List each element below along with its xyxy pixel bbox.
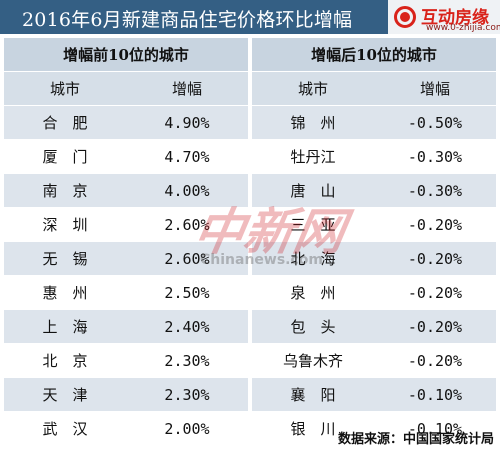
left-value-cell: 4.70% — [126, 139, 248, 174]
table-row: 武 汉 2.00% 银 川 -0.10% — [4, 411, 496, 446]
left-city-cell: 上 海 — [4, 309, 126, 344]
right-value-cell: -0.50% — [374, 105, 496, 140]
left-city-cell: 南 京 — [4, 173, 126, 208]
table-row: 天 津 2.30% 襄 阳 -0.10% — [4, 377, 496, 412]
left-city-cell: 深 圳 — [4, 207, 126, 242]
logo-url: www.0-zhijia.com — [426, 23, 500, 33]
right-section-heading: 增幅后10位的城市 — [252, 38, 496, 72]
logo-name: 互动房缘 — [421, 8, 489, 28]
right-value-cell: -0.20% — [374, 241, 496, 276]
right-col-city: 城市 — [252, 71, 374, 106]
right-city-cell: 乌鲁木齐 — [252, 343, 374, 378]
right-city-cell: 三 亚 — [252, 207, 374, 242]
data-source: 数据来源：中国国家统计局 — [337, 432, 494, 447]
left-value-cell: 4.90% — [126, 105, 248, 140]
table-row: 惠 州 2.50% 泉 州 -0.20% — [4, 275, 496, 310]
left-section-heading: 增幅前10位的城市 — [4, 38, 248, 72]
table-row: 厦 门 4.70% 牡丹江 -0.30% — [4, 139, 496, 174]
right-city-cell: 泉 州 — [252, 275, 374, 310]
logo-icon — [394, 6, 416, 28]
column-header-row: 城市 增幅 城市 增幅 — [4, 71, 496, 106]
left-value-cell: 4.00% — [126, 173, 248, 208]
left-value-cell: 2.40% — [126, 309, 248, 344]
right-value-cell: -0.20% — [374, 207, 496, 242]
left-value-cell: 2.30% — [126, 377, 248, 412]
left-value-cell: 2.30% — [126, 343, 248, 378]
right-value-cell: -0.20% — [374, 275, 496, 310]
right-value-cell: -0.30% — [374, 173, 496, 208]
right-city-cell: 唐 山 — [252, 173, 374, 208]
right-value-cell: -0.30% — [374, 139, 496, 174]
left-city-cell: 合 肥 — [4, 105, 126, 140]
left-value-cell: 2.50% — [126, 275, 248, 310]
table-row: 深 圳 2.60% 三 亚 -0.20% — [4, 207, 496, 242]
right-city-cell: 锦 州 — [252, 105, 374, 140]
right-col-change: 增幅 — [374, 71, 496, 106]
left-value-cell: 2.00% — [126, 411, 248, 446]
table-row: 上 海 2.40% 包 头 -0.20% — [4, 309, 496, 344]
left-value-cell: 2.60% — [126, 241, 248, 276]
table-row: 南 京 4.00% 唐 山 -0.30% — [4, 173, 496, 208]
left-city-cell: 北 京 — [4, 343, 126, 378]
left-col-city: 城市 — [4, 71, 126, 106]
left-city-cell: 无 锡 — [4, 241, 126, 276]
price-table: 增幅前10位的城市 增幅后10位的城市 城市 增幅 城市 增幅 合 肥 4.90%… — [4, 38, 496, 446]
logo: 互动房缘 www.0-zhijia.com — [388, 0, 500, 38]
right-value-cell: -0.10% — [374, 377, 496, 412]
left-city-cell: 厦 门 — [4, 139, 126, 174]
left-value-cell: 2.60% — [126, 207, 248, 242]
right-value-cell: -0.20% — [374, 343, 496, 378]
page-title: 2016年6月新建商品住宅价格环比增幅 — [22, 9, 353, 31]
left-city-cell: 惠 州 — [4, 275, 126, 310]
left-col-change: 增幅 — [126, 71, 248, 106]
right-city-cell: 牡丹江 — [252, 139, 374, 174]
table-row: 无 锡 2.60% 北 海 -0.20% — [4, 241, 496, 276]
left-city-cell: 武 汉 — [4, 411, 126, 446]
right-city-cell: 银 川 — [252, 411, 374, 446]
right-city-cell: 北 海 — [252, 241, 374, 276]
left-city-cell: 天 津 — [4, 377, 126, 412]
right-city-cell: 包 头 — [252, 309, 374, 344]
right-value-cell: -0.10% — [374, 411, 496, 446]
watermark-en: Chinanews.com — [200, 252, 324, 268]
table-row: 合 肥 4.90% 锦 州 -0.50% — [4, 105, 496, 140]
table-row: 北 京 2.30% 乌鲁木齐 -0.20% — [4, 343, 496, 378]
right-city-cell: 襄 阳 — [252, 377, 374, 412]
section-header-row: 增幅前10位的城市 增幅后10位的城市 — [4, 38, 496, 72]
right-value-cell: -0.20% — [374, 309, 496, 344]
